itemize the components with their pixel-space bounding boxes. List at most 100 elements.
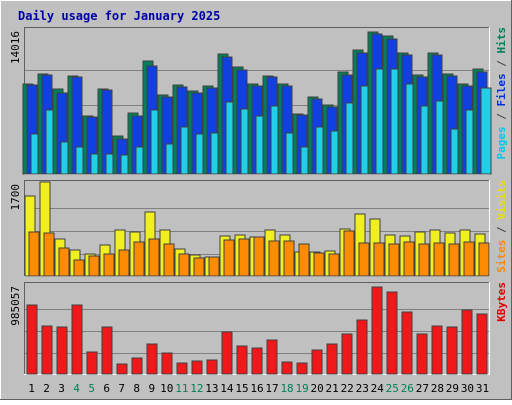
bar-kbytes-day-10 xyxy=(161,352,173,375)
x-tick-label: 22 xyxy=(341,382,354,395)
bar-sites-day-25 xyxy=(388,243,400,277)
x-tick-label: 14 xyxy=(220,382,234,395)
y-series-label: KBytes xyxy=(495,282,508,322)
y-series-label-part: / xyxy=(495,220,508,240)
panel-hits: 14016 Pages / Files / Hits xyxy=(9,27,508,175)
bar-kbytes-day-21 xyxy=(326,343,338,375)
bar-sites-day-28 xyxy=(433,242,445,277)
bar-sites-day-16 xyxy=(253,236,265,277)
bar-sites-day-1 xyxy=(28,231,40,277)
x-tick-label: 5 xyxy=(88,382,95,395)
bar-sites-day-5 xyxy=(88,255,100,277)
bar-sites-day-14 xyxy=(223,239,235,277)
x-tick-label: 28 xyxy=(431,382,444,395)
bar-sites-day-3 xyxy=(58,247,70,277)
bar-sites-day-11 xyxy=(178,253,190,277)
bar-sites-day-13 xyxy=(208,256,220,277)
bar-pages-day-31 xyxy=(480,87,492,175)
x-tick-label: 26 xyxy=(401,382,414,395)
panel-kbytes: 985057 KBytes xyxy=(9,282,508,375)
bar-kbytes-day-6 xyxy=(101,326,113,375)
bar-kbytes-day-5 xyxy=(86,351,98,375)
bar-kbytes-day-7 xyxy=(116,363,128,375)
bar-kbytes-day-28 xyxy=(431,325,443,375)
bar-sites-day-6 xyxy=(103,253,115,277)
bar-kbytes-day-30 xyxy=(461,309,473,375)
bar-kbytes-day-18 xyxy=(281,361,293,375)
x-tick-label: 13 xyxy=(205,382,218,395)
y-max-label: 985057 xyxy=(9,286,22,326)
x-tick-label: 21 xyxy=(326,382,339,395)
x-tick-label: 6 xyxy=(103,382,110,395)
bar-kbytes-day-14 xyxy=(221,331,233,375)
bar-sites-day-23 xyxy=(358,242,370,277)
x-tick-label: 27 xyxy=(416,382,429,395)
bar-sites-day-30 xyxy=(463,241,475,277)
x-tick-label: 31 xyxy=(476,382,489,395)
bar-kbytes-day-3 xyxy=(56,326,68,375)
x-tick-label: 23 xyxy=(356,382,369,395)
bar-kbytes-day-19 xyxy=(296,362,308,375)
bar-kbytes-day-31 xyxy=(476,313,488,375)
bar-sites-day-31 xyxy=(478,242,490,277)
bar-sites-day-22 xyxy=(343,230,355,277)
bar-sites-day-8 xyxy=(133,241,145,277)
x-tick-label: 7 xyxy=(118,382,125,395)
bar-kbytes-day-1 xyxy=(26,304,38,375)
bar-sites-day-26 xyxy=(403,241,415,277)
bar-sites-day-17 xyxy=(268,240,280,277)
bar-kbytes-day-26 xyxy=(401,311,413,375)
x-tick-label: 1 xyxy=(28,382,35,395)
bar-kbytes-day-11 xyxy=(176,362,188,375)
x-axis: 1 2 3 4 5 6 7 8 9 10 11 12 13 14 15 16 17 18 19 20 21 22 23 24 2… xyxy=(28,382,489,395)
bar-kbytes-day-25 xyxy=(386,291,398,375)
bar-sites-day-24 xyxy=(373,242,385,277)
bar-kbytes-day-22 xyxy=(341,333,353,375)
x-tick-label: 25 xyxy=(386,382,399,395)
bar-kbytes-day-4 xyxy=(71,304,83,375)
y-series-label: Sites / Visits xyxy=(495,180,508,273)
y-series-label-part: / xyxy=(495,107,508,127)
bar-kbytes-day-29 xyxy=(446,326,458,375)
x-tick-label: 19 xyxy=(295,382,308,395)
y-series-label-part: Hits xyxy=(495,27,508,54)
x-tick-label: 10 xyxy=(160,382,173,395)
y-max-label: 14016 xyxy=(9,31,22,64)
x-tick-label: 29 xyxy=(446,382,459,395)
bar-sites-day-20 xyxy=(313,252,325,277)
x-tick-label: 11 xyxy=(175,382,188,395)
bar-sites-day-19 xyxy=(298,243,310,277)
chart-title: Daily usage for January 2025 xyxy=(18,9,220,23)
x-tick-label: 17 xyxy=(265,382,278,395)
bar-kbytes-day-23 xyxy=(356,319,368,375)
chart-panels: 14016 Pages / Files / Hits 1700 Sites / Vis… xyxy=(9,27,508,375)
x-tick-label: 30 xyxy=(461,382,474,395)
x-tick-label: 8 xyxy=(133,382,140,395)
bar-kbytes-day-17 xyxy=(266,339,278,375)
bar-kbytes-day-8 xyxy=(131,357,143,375)
y-series-label-part: Sites xyxy=(495,240,508,273)
bar-kbytes-day-12 xyxy=(191,360,203,375)
x-tick-label: 16 xyxy=(250,382,263,395)
bar-sites-day-21 xyxy=(328,253,340,277)
y-series-label-part: Pages xyxy=(495,126,508,159)
bar-sites-day-15 xyxy=(238,238,250,277)
bar-sites-day-9 xyxy=(148,238,160,277)
x-tick-label: 2 xyxy=(43,382,50,395)
bar-sites-day-10 xyxy=(163,243,175,277)
x-tick-label: 20 xyxy=(311,382,324,395)
bar-kbytes-day-15 xyxy=(236,345,248,375)
y-series-label-part: KBytes xyxy=(495,282,508,322)
bar-sites-day-12 xyxy=(193,257,205,277)
panel-visits: 1700 Sites / Visits xyxy=(9,180,508,277)
bar-kbytes-day-24 xyxy=(371,286,383,375)
x-tick-label: 9 xyxy=(148,382,155,395)
y-series-label-part: / xyxy=(495,54,508,74)
x-tick-label: 12 xyxy=(190,382,203,395)
x-tick-label: 24 xyxy=(371,382,385,395)
bar-sites-day-4 xyxy=(73,259,85,277)
bar-sites-day-27 xyxy=(418,243,430,277)
x-tick-label: 4 xyxy=(73,382,80,395)
bar-kbytes-day-2 xyxy=(41,325,53,375)
